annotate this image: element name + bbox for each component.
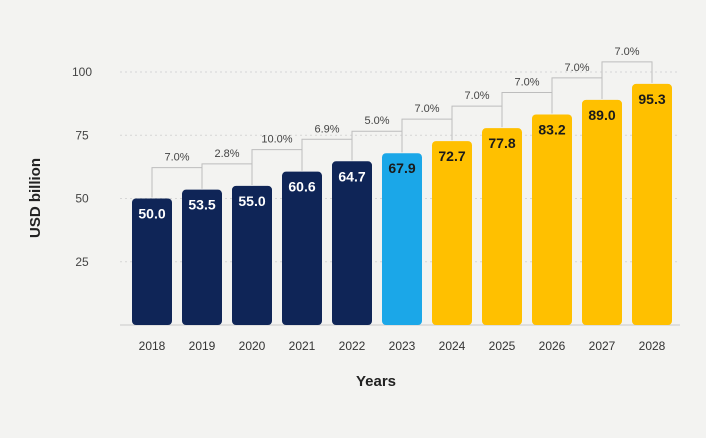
growth-label: 7.0% xyxy=(464,90,489,102)
growth-label: 7.0% xyxy=(614,46,639,58)
growth-label: 7.0% xyxy=(514,77,539,89)
value-label-2023: 67.9 xyxy=(388,160,415,176)
value-label-2022: 64.7 xyxy=(338,168,365,184)
bar-2021 xyxy=(282,171,322,325)
x-axis-title: Years xyxy=(356,373,396,390)
bar-2020 xyxy=(232,185,272,325)
bar-2019 xyxy=(182,189,222,325)
x-tick-labels: 2018 2019 2020 2021 2022 2023 2024 2025 2026 2027… xyxy=(139,339,666,353)
growth-connector xyxy=(601,61,653,99)
value-label-2028: 95.3 xyxy=(638,91,665,107)
growth-connector xyxy=(201,163,253,189)
x-tick-label-2021: 2021 xyxy=(289,339,316,353)
x-tick-label-2027: 2027 xyxy=(589,339,616,353)
y-tick-label: 50 xyxy=(75,192,89,206)
y-tick-labels: 25 50 75 100 xyxy=(72,65,92,269)
growth-label: 5.0% xyxy=(364,115,389,127)
growth-label: 7.0% xyxy=(414,103,439,115)
x-tick-label-2022: 2022 xyxy=(339,339,366,353)
value-label-2025: 77.8 xyxy=(488,135,515,151)
y-axis-title: USD billion xyxy=(27,158,44,238)
x-tick-label-2018: 2018 xyxy=(139,339,166,353)
y-tick-label: 100 xyxy=(72,65,92,79)
bar-2026 xyxy=(532,114,572,325)
growth-connectors: 7.0% 2.8% 10.0% 6.9% 5.0% 7.0% 7.0% 7.0% 7.0% 7.0… xyxy=(151,46,653,198)
y-tick-label: 75 xyxy=(75,128,89,142)
growth-label: 7.0% xyxy=(164,152,189,164)
growth-label: 10.0% xyxy=(261,134,292,146)
growth-label: 2.8% xyxy=(214,148,239,160)
growth-label: 6.9% xyxy=(314,123,339,135)
growth-label: 7.0% xyxy=(564,62,589,74)
value-label-2020: 55.0 xyxy=(238,193,265,209)
value-label-2018: 50.0 xyxy=(138,206,165,222)
value-label-2021: 60.6 xyxy=(288,179,315,195)
value-label-2019: 53.5 xyxy=(188,197,215,213)
bars: 50.0 53.5 55.0 60.6 64.7 67.9 72.7 77.8 83.2 89.0… xyxy=(132,83,672,326)
bar-2023 xyxy=(382,153,422,325)
value-label-2024: 72.7 xyxy=(438,148,465,164)
x-tick-label-2025: 2025 xyxy=(489,339,516,353)
x-tick-label-2026: 2026 xyxy=(539,339,566,353)
x-tick-label-2019: 2019 xyxy=(189,339,216,353)
y-tick-label: 25 xyxy=(75,255,89,269)
x-tick-label-2024: 2024 xyxy=(439,339,466,353)
value-label-2026: 83.2 xyxy=(538,122,565,138)
x-tick-label-2020: 2020 xyxy=(239,339,266,353)
bar-2024 xyxy=(432,141,472,325)
bar-2022 xyxy=(332,161,372,325)
x-tick-label-2028: 2028 xyxy=(639,339,666,353)
value-label-2027: 89.0 xyxy=(588,107,615,123)
bar-2018 xyxy=(132,198,172,325)
x-tick-label-2023: 2023 xyxy=(389,339,416,353)
bar-2025 xyxy=(482,128,522,325)
bar-2027 xyxy=(582,99,622,325)
bar-2028 xyxy=(632,83,672,326)
